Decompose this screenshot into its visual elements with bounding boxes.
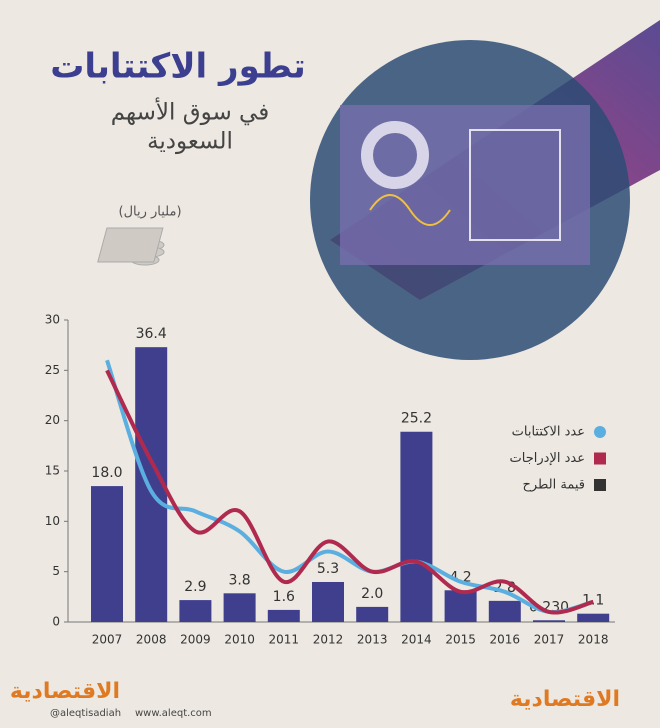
line bbox=[105, 359, 594, 615]
bar bbox=[312, 581, 344, 622]
value-label: 25.2 bbox=[401, 411, 432, 427]
unit-label: (مليار ريال) bbox=[118, 205, 181, 220]
x-tick-label: 2012 bbox=[313, 633, 344, 647]
value-label: 18.0 bbox=[91, 465, 122, 481]
bar bbox=[533, 620, 565, 622]
x-tick-label: 2016 bbox=[490, 633, 521, 647]
bar bbox=[400, 431, 433, 622]
bar bbox=[577, 613, 610, 622]
value-label: 1.6 bbox=[273, 589, 295, 605]
legend-marker bbox=[594, 452, 606, 465]
x-tick-label: 2014 bbox=[401, 633, 432, 647]
decor bbox=[310, 20, 660, 360]
bar bbox=[356, 606, 389, 622]
value-label: 2.0 bbox=[361, 586, 383, 602]
subtitle: السعودية bbox=[147, 129, 233, 155]
handle: @aleqtisadiah bbox=[50, 708, 121, 719]
x-tick-label: 2009 bbox=[180, 633, 211, 647]
y-tick-label: 0 bbox=[52, 615, 60, 629]
bar bbox=[267, 609, 300, 622]
legend-label: قيمة الطرح bbox=[522, 478, 585, 493]
value-label: 36.4 bbox=[136, 326, 167, 342]
logo: الاقتصادية bbox=[10, 679, 120, 704]
x-tick-label: 2008 bbox=[136, 633, 167, 647]
x-tick-label: 2011 bbox=[269, 633, 300, 647]
website: www.aleqt.com bbox=[135, 708, 212, 719]
logo: الاقتصادية bbox=[510, 687, 620, 712]
x-tick-label: 2013 bbox=[357, 633, 388, 647]
y-tick-label: 30 bbox=[45, 313, 60, 327]
chart-title: تطور الاكتتابات bbox=[50, 47, 306, 87]
x-tick-label: 2018 bbox=[578, 633, 609, 647]
bar bbox=[223, 593, 256, 622]
x-tick-label: 2015 bbox=[445, 633, 476, 647]
bar bbox=[444, 590, 477, 622]
bar bbox=[91, 486, 123, 622]
footer: الاقتصادية @aleqtisadiah www.aleqt.com ا… bbox=[10, 679, 620, 719]
legend-label: عدد الإدراجات bbox=[510, 451, 585, 466]
bar bbox=[179, 600, 212, 622]
x-tick-label: 2010 bbox=[224, 633, 255, 647]
x-tick-label: 2017 bbox=[534, 633, 565, 647]
bar bbox=[488, 600, 521, 622]
legend-label: عدد الاكتتابات bbox=[512, 425, 585, 440]
legend-marker bbox=[594, 426, 606, 438]
value-label: 5.3 bbox=[317, 561, 339, 577]
value-label: 2.9 bbox=[184, 579, 206, 595]
y-tick-label: 5 bbox=[52, 564, 60, 578]
subtitle: في سوق الأسهم bbox=[111, 98, 269, 126]
value-label: 3.8 bbox=[228, 572, 250, 588]
legend-marker bbox=[594, 479, 606, 491]
line bbox=[105, 369, 594, 615]
money-icon bbox=[97, 227, 165, 266]
y-tick-label: 25 bbox=[45, 363, 60, 377]
x-tick-label: 2007 bbox=[92, 633, 123, 647]
y-tick-label: 20 bbox=[45, 413, 60, 427]
y-tick-label: 10 bbox=[45, 514, 60, 528]
y-tick-label: 15 bbox=[45, 464, 60, 478]
